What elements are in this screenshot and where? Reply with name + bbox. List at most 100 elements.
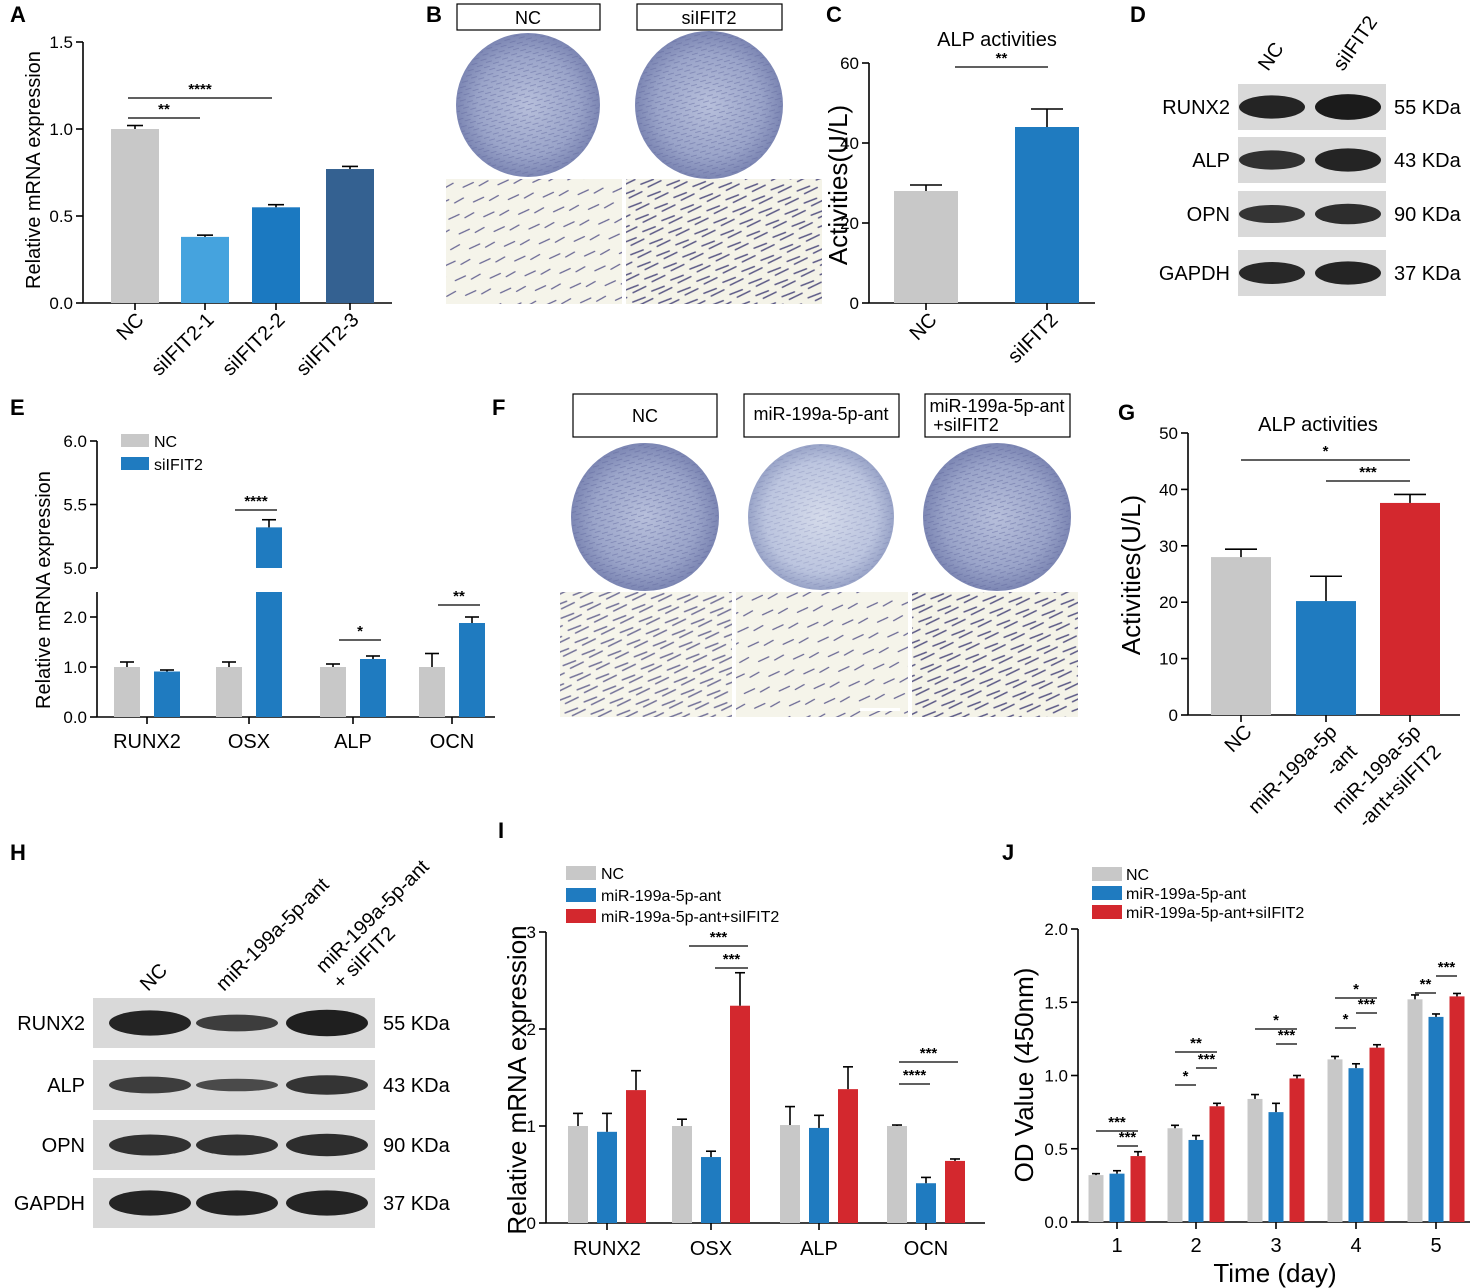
- panel-f-scale-bar: [860, 708, 900, 711]
- chart-i-bar: [597, 1131, 617, 1223]
- chart-j-xtick-label: 2: [1190, 1235, 1201, 1257]
- chart-e-ytick-label: 5.0: [63, 559, 87, 578]
- panel-f-label-box-2: [743, 393, 900, 438]
- chart-i-bar: [626, 1090, 646, 1223]
- panel-d-western-blot: RUNX2 55 KDa ALP 43 KDa OPN 90 KDa GAPDH 37 KDa…: [1159, 12, 1462, 296]
- chart-i-sig-label: ****: [903, 1067, 927, 1084]
- chart-a-sig-label: ****: [188, 81, 212, 98]
- chart-e-legend-swatch: [121, 457, 149, 470]
- chart-e-bar: [216, 667, 242, 717]
- panel-h-size-label: 90 KDa: [383, 1135, 451, 1157]
- chart-j-sig-label: *: [1353, 981, 1359, 998]
- panel-h-band: [109, 1134, 191, 1156]
- panel-f-label-2: miR-199a-5p-ant: [753, 404, 888, 424]
- chart-j-legend-label: miR-199a-5p-ant: [1126, 886, 1247, 903]
- chart-i-ytick-label: 3: [527, 923, 536, 942]
- chart-a-xtick-label: siIFIT2-3: [292, 309, 363, 380]
- chart-a-ytick-label: 0.5: [49, 207, 73, 226]
- chart-e-legend-swatch: [121, 434, 149, 447]
- chart-j-sig-label: ***: [1108, 1114, 1126, 1131]
- panel-b-dish-si-texture: [636, 32, 782, 178]
- panel-h-band: [109, 1190, 191, 1216]
- panel-f-dish-si-texture: [924, 444, 1070, 590]
- chart-a-ytick-label: 1.5: [49, 33, 73, 52]
- chart-i-xtick-label: ALP: [800, 1238, 838, 1260]
- chart-j-bar: [1428, 1016, 1444, 1222]
- chart-j-legend-swatch: [1092, 886, 1122, 900]
- chart-i-ytick-label: 0: [527, 1214, 536, 1233]
- chart-j-sig-label: *: [1343, 1011, 1349, 1028]
- panel-h-band: [286, 1133, 368, 1157]
- chart-j-sig-label: ***: [1278, 1027, 1296, 1044]
- chart-e-bar: [256, 527, 282, 568]
- panel-h-size-label: 37 KDa: [383, 1193, 451, 1215]
- chart-e-ylabel: Relative mRNA expression: [33, 471, 55, 709]
- panel-h-western-blot: RUNX2 55 KDa ALP 43 KDa OPN 90 KDa GAPDH 37 KDa…: [14, 856, 451, 1228]
- chart-a-bar: [111, 129, 159, 303]
- chart-i-bar: [701, 1157, 721, 1223]
- chart-j-bar: [1449, 996, 1465, 1222]
- chart-j-bar: [1167, 1128, 1183, 1222]
- chart-i-bar: [568, 1126, 588, 1223]
- chart-a-ylabel: Relative mRNA expression: [23, 51, 45, 289]
- chart-j-bar: [1348, 1068, 1364, 1222]
- chart-g: ALP activities Activities(U/L) 0 10 20 30 40…: [1116, 414, 1460, 832]
- chart-i-sig-label: ***: [920, 1045, 938, 1062]
- panel-f-label-3a: miR-199a-5p-ant: [929, 396, 1064, 416]
- panel-h-protein-label: GAPDH: [14, 1193, 85, 1215]
- panel-f-images: NC miR-199a-5p-ant miR-199a-5p-ant +siIF…: [560, 393, 1078, 717]
- chart-i-xtick-label: OCN: [904, 1238, 948, 1260]
- chart-j-ytick-label: 0.0: [1044, 1213, 1068, 1232]
- chart-i-legend-label: miR-199a-5p-ant+siIFIT2: [601, 909, 779, 926]
- chart-a-ytick-label: 1.0: [49, 120, 73, 139]
- chart-g-ytick-label: 20: [1159, 593, 1178, 612]
- chart-i-ylabel: Relative mRNA expression: [502, 925, 532, 1234]
- chart-g-title: ALP activities: [1258, 414, 1378, 436]
- chart-j-xtick-label: 5: [1430, 1235, 1441, 1257]
- chart-a-xtick-label: NC: [113, 309, 149, 345]
- chart-c: ALP activities Activities(U/L) 0 20 40 60 NC…: [823, 29, 1095, 368]
- panel-h-size-label: 55 KDa: [383, 1013, 451, 1035]
- chart-e-ytick-label: 5.5: [63, 496, 87, 515]
- panel-f-label-3b: +siIFIT2: [933, 415, 999, 435]
- chart-i-bar: [672, 1126, 692, 1223]
- chart-e-xtick-label: ALP: [334, 731, 372, 753]
- chart-i-sig-label: ***: [710, 929, 728, 946]
- chart-j-sig-label: ***: [1198, 1051, 1216, 1068]
- chart-e-bar: [459, 623, 485, 717]
- chart-j-bar: [1327, 1059, 1343, 1222]
- chart-i-bar: [809, 1127, 829, 1223]
- panel-letter-b: B: [426, 2, 442, 27]
- panel-d-protein-label: OPN: [1187, 204, 1230, 226]
- chart-g-xtick-label: NC: [1221, 721, 1257, 757]
- panel-h-band: [109, 1010, 191, 1036]
- chart-c-ytick-label: 40: [840, 134, 859, 153]
- chart-j-legend-swatch: [1092, 867, 1122, 881]
- chart-g-bar: [1296, 601, 1356, 715]
- panel-f-micro-nc: [560, 592, 732, 717]
- chart-i-bar: [916, 1183, 936, 1223]
- chart-c-ylabel: Activities(U/L): [823, 105, 853, 265]
- chart-j-xlabel: Time (day): [1213, 1258, 1336, 1288]
- chart-c-xtick-label: NC: [906, 309, 942, 345]
- chart-g-bar: [1211, 557, 1271, 715]
- chart-g-ytick-label: 40: [1159, 480, 1178, 499]
- panel-h-band: [196, 1134, 278, 1156]
- panel-d-band: [1315, 261, 1381, 285]
- chart-i-bar: [887, 1126, 907, 1223]
- chart-e-bar: [154, 671, 180, 717]
- chart-j-xtick-label: 3: [1270, 1235, 1281, 1257]
- chart-e-xtick-label: OCN: [430, 731, 474, 753]
- panel-f-label-1: NC: [632, 406, 658, 426]
- chart-e-bar: [419, 667, 445, 717]
- chart-g-ytick-label: 0: [1169, 706, 1178, 725]
- panel-d-band: [1239, 204, 1305, 224]
- chart-e-xtick-label: OSX: [228, 731, 270, 753]
- panel-letter-c: C: [826, 2, 842, 27]
- chart-j-ytick-label: 2.0: [1044, 920, 1068, 939]
- chart-e-legend-label: NC: [154, 434, 177, 451]
- chart-e-ytick-label: 0.0: [63, 708, 87, 727]
- panel-d-lane-label: NC: [1254, 39, 1289, 75]
- chart-c-xtick-label: siIFIT2: [1004, 309, 1063, 368]
- chart-c-ytick-label: 20: [840, 214, 859, 233]
